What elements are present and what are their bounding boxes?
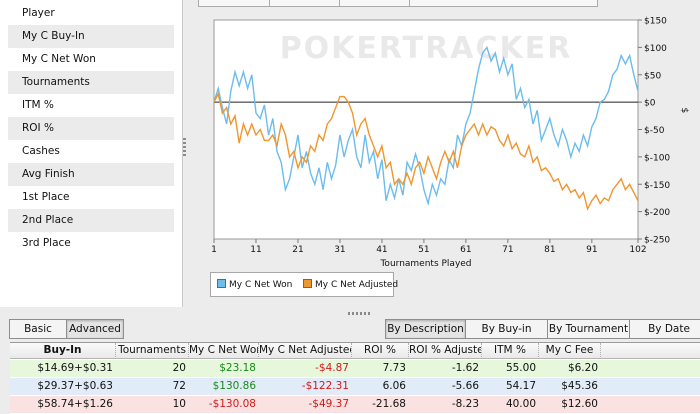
x-axis-label: Tournaments Played [379, 259, 471, 269]
y-tick-label: $50 [644, 71, 661, 81]
vertical-splitter-grip[interactable] [183, 138, 186, 156]
chart-legend: My C Net Won My C Net Adjusted [210, 272, 398, 297]
y-tick-label: $-100 [644, 153, 670, 163]
legend-swatch-net-adjusted [303, 279, 312, 288]
top-tab-strip[interactable] [198, 0, 598, 7]
chart-panel: POKERTRACKER $150 $100 $50 $0 $-50 $-100 $-150 $… [190, 0, 700, 307]
y-tick-label: $-250 [644, 236, 670, 246]
x-tick-label: 1 [211, 245, 217, 255]
table-cell: $130.86 [212, 380, 256, 392]
table-row[interactable]: $14.69+$0.31 20 $23.18 -$4.87 7.73 -1.62 55.00… [10, 360, 700, 377]
watermark-logo: POKERTRACKER [280, 31, 573, 66]
x-tick-label: 21 [292, 245, 303, 255]
stat-item-2nd-place[interactable]: 2nd Place [8, 209, 174, 232]
plot-area [213, 19, 639, 240]
stat-item-itm[interactable]: ITM % [22, 99, 54, 111]
by-date-button[interactable]: By Date [629, 319, 700, 339]
horizontal-splitter-grip[interactable] [348, 312, 372, 315]
stat-item-player[interactable]: Player [22, 7, 55, 19]
y-axis-label: $ [679, 108, 689, 114]
legend-label-net-won: My C Net Won [229, 280, 293, 290]
table-cell: 6.06 [382, 380, 406, 392]
x-tick-label: 71 [502, 245, 513, 255]
x-tick-label: 102 [629, 245, 646, 255]
series-line-my-c-net-adjusted [213, 91, 639, 211]
y-tick-label: $100 [644, 44, 667, 54]
table-cell: 7.73 [382, 362, 406, 374]
legend-label-net-adjusted: My C Net Adjusted [315, 280, 399, 290]
stat-item-cashes[interactable]: Cashes [22, 145, 60, 157]
series-line-my-c-net-won [213, 45, 639, 207]
by-tournament-button[interactable]: By Tournament [547, 319, 630, 339]
table-cell: 54.17 [505, 380, 536, 392]
column-header-my-c-net-won[interactable]: My C Net Won [189, 343, 259, 359]
table-cell: 55.00 [505, 362, 536, 374]
stat-item-my-c-buy-in[interactable]: My C Buy-In [8, 25, 174, 48]
by-description-button[interactable]: By Description [385, 319, 466, 339]
legend-swatch-net-won [217, 279, 226, 288]
table-cell: -$130.08 [208, 398, 256, 410]
profit-graph: POKERTRACKER $150 $100 $50 $0 $-50 $-100 $-150 $… [211, 17, 689, 270]
table-cell: $6.20 [567, 362, 598, 374]
table-cell: 10 [172, 398, 186, 410]
legend-item-net-won: My C Net Won [217, 279, 292, 290]
table-cell: -8.23 [451, 398, 479, 410]
column-header-my-c-net-adjusted[interactable]: My C Net Adjusted [259, 343, 352, 359]
x-tick-label: 41 [376, 245, 387, 255]
stat-item-roi[interactable]: ROI % [8, 117, 174, 140]
column-header-buy-in[interactable]: Buy-In [10, 343, 116, 359]
table-cell: -1.62 [451, 362, 479, 374]
table-cell: -$122.31 [301, 380, 349, 392]
legend-item-net-adjusted: My C Net Adjusted [303, 279, 398, 290]
table-cell: -$49.37 [308, 398, 349, 410]
stat-item-1st-place[interactable]: 1st Place [22, 191, 70, 203]
stat-item-my-c-net-won[interactable]: My C Net Won [22, 53, 96, 65]
table-cell: $23.18 [219, 362, 256, 374]
column-header-roi[interactable]: ROI % [352, 343, 409, 359]
table-cell: 40.00 [505, 398, 536, 410]
y-tick-label: $-50 [644, 126, 665, 136]
table-cell: -21.68 [372, 398, 406, 410]
x-tick-label: 51 [418, 245, 429, 255]
table-cell: $58.74+$1.26 [37, 398, 113, 410]
y-tick-label: $-200 [644, 208, 670, 218]
table-cell: $29.37+$0.63 [37, 380, 113, 392]
advanced-filter-button[interactable]: Advanced [66, 319, 124, 339]
table-cell: $45.36 [561, 380, 598, 392]
table-row[interactable]: $58.74+$1.26 10 -$130.08 -$49.37 -21.68 -8.23… [10, 396, 700, 413]
x-tick-label: 11 [250, 245, 261, 255]
x-tick-label: 61 [460, 245, 471, 255]
y-tick-label: $0 [644, 99, 656, 109]
x-tick-label: 31 [334, 245, 345, 255]
table-cell: $12.60 [561, 398, 598, 410]
y-tick-label: $150 [644, 17, 667, 27]
column-header-my-c-fee[interactable]: My C Fee [539, 343, 601, 359]
stat-item-tournaments[interactable]: Tournaments [8, 71, 174, 94]
table-header: Buy-In Tournaments My C Net Won My C Net Ad… [10, 343, 700, 359]
table-cell: 20 [172, 362, 186, 374]
stats-panel: Player My C Buy-In My C Net Won Tournaments… [0, 0, 183, 307]
table-cell: 72 [172, 380, 186, 392]
stat-item-3rd-place[interactable]: 3rd Place [22, 237, 71, 249]
y-tick-label: $-150 [644, 181, 670, 191]
table-cell: $14.69+$0.31 [37, 362, 113, 374]
results-table: Buy-In Tournaments My C Net Won My C Net Ad… [10, 342, 700, 414]
table-cell: -5.66 [451, 380, 479, 392]
column-header-roi-adjusted[interactable]: ROI % Adjusted [409, 343, 482, 359]
x-tick-label: 81 [544, 245, 555, 255]
column-header-itm[interactable]: ITM % [482, 343, 539, 359]
by-buy-in-button[interactable]: By Buy-in [465, 319, 548, 339]
stat-item-avg-finish[interactable]: Avg Finish [8, 163, 174, 186]
basic-filter-button[interactable]: Basic [9, 319, 67, 339]
table-cell: -$4.87 [315, 362, 349, 374]
column-header-tournaments[interactable]: Tournaments [116, 343, 189, 359]
table-row[interactable]: $29.37+$0.63 72 $130.86 -$122.31 6.06 -5.66 54… [10, 378, 700, 395]
x-tick-label: 91 [586, 245, 597, 255]
